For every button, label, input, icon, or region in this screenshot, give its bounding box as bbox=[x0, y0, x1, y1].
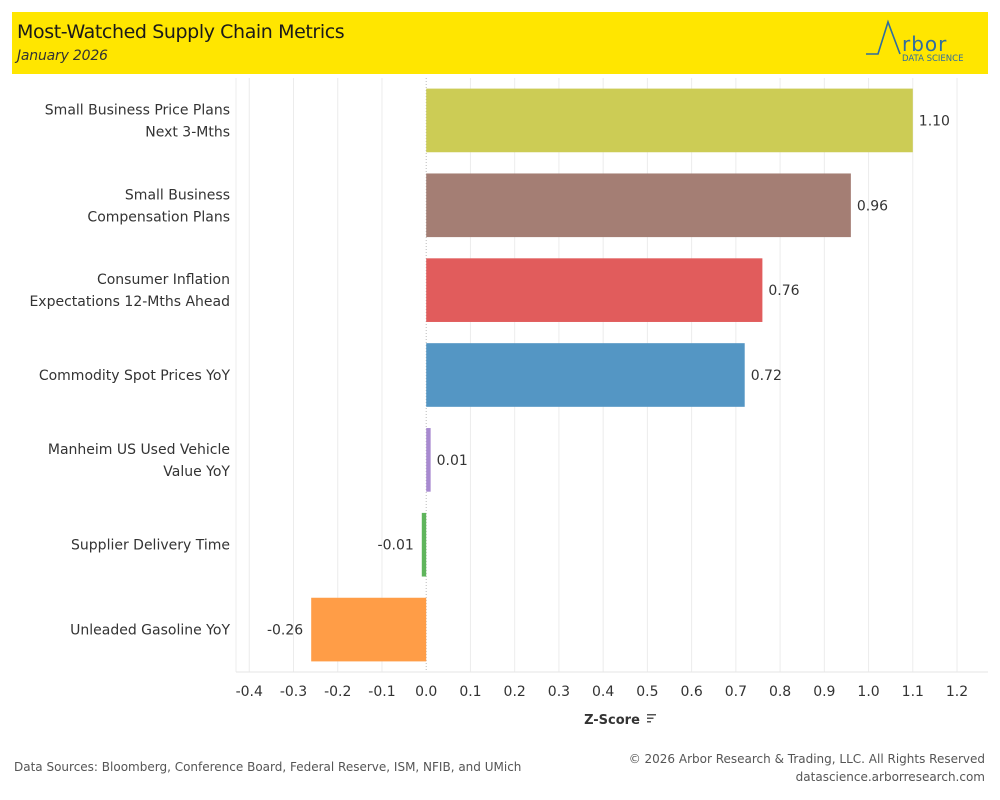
copyright: © 2026 Arbor Research & Trading, LLC. Al… bbox=[628, 752, 985, 766]
category-label: Small Business bbox=[125, 187, 230, 203]
bar[interactable] bbox=[426, 173, 851, 238]
arbor-logo: rbor DATA SCIENCE bbox=[864, 18, 974, 68]
bar[interactable] bbox=[426, 258, 763, 322]
category-labels: Small Business Price Plans Next 3-Mths Sma… bbox=[29, 102, 230, 638]
website-link[interactable]: datascience.arborresearch.com bbox=[795, 770, 985, 784]
arbor-a-peak-icon bbox=[866, 19, 901, 55]
data-label: 0.01 bbox=[437, 453, 468, 469]
category-label: Commodity Spot Prices YoY bbox=[39, 368, 231, 384]
x-tick-label: 0.8 bbox=[769, 684, 791, 700]
category-label: Expectations 12-Mths Ahead bbox=[29, 294, 230, 310]
bar[interactable] bbox=[421, 512, 427, 577]
category-label: Consumer Inflation bbox=[97, 272, 230, 288]
x-tick-label: 0.9 bbox=[813, 684, 835, 700]
category-label: Small Business Price Plans bbox=[45, 102, 230, 118]
data-sources: Data Sources: Bloomberg, Conference Boar… bbox=[14, 760, 522, 774]
footer-credits: © 2026 Arbor Research & Trading, LLC. Al… bbox=[629, 750, 985, 786]
data-label: 0.76 bbox=[768, 283, 799, 299]
data-labels: 1.10 0.96 0.76 0.72 0.01 -0.01 -0.26 bbox=[267, 113, 950, 638]
data-label: 0.96 bbox=[857, 198, 888, 214]
x-tick-label: 1.2 bbox=[946, 684, 968, 700]
data-label: 0.72 bbox=[751, 368, 782, 384]
x-tick-label: -0.4 bbox=[236, 684, 263, 700]
category-label: Manheim US Used Vehicle bbox=[48, 442, 230, 458]
x-axis-ticks: -0.4 -0.3 -0.2 -0.1 0.0 0.1 0.2 0.3 0.4 0.5 0.6 0.7… bbox=[236, 684, 969, 700]
x-axis-title: Z-Score bbox=[584, 713, 640, 728]
bar-chart: Small Business Price Plans Next 3-Mths Sma… bbox=[29, 78, 988, 728]
logo-tagline: DATA SCIENCE bbox=[902, 54, 964, 64]
category-label: Value YoY bbox=[163, 464, 230, 480]
category-label: Next 3-Mths bbox=[145, 124, 230, 140]
bar[interactable] bbox=[426, 343, 745, 407]
x-tick-label: -0.1 bbox=[368, 684, 395, 700]
header-banner: Most-Watched Supply Chain Metrics Januar… bbox=[12, 12, 988, 74]
category-label: Unleaded Gasoline YoY bbox=[70, 623, 230, 639]
x-tick-label: 0.5 bbox=[636, 684, 658, 700]
bar[interactable] bbox=[311, 597, 427, 662]
chart-title: Most-Watched Supply Chain Metrics bbox=[17, 21, 345, 43]
sort-descending-icon[interactable] bbox=[647, 714, 656, 723]
logo-wordmark: rbor bbox=[902, 32, 948, 56]
x-tick-label: 0.0 bbox=[415, 684, 437, 700]
x-tick-label: 0.1 bbox=[459, 684, 481, 700]
data-label: -0.01 bbox=[378, 538, 414, 554]
bar[interactable] bbox=[426, 428, 431, 492]
x-tick-label: 0.2 bbox=[504, 684, 526, 700]
data-label: 1.10 bbox=[919, 113, 950, 129]
data-label: -0.26 bbox=[267, 623, 303, 639]
category-label: Compensation Plans bbox=[87, 209, 230, 225]
x-tick-label: 0.7 bbox=[725, 684, 747, 700]
x-tick-label: -0.3 bbox=[280, 684, 307, 700]
x-tick-label: 1.1 bbox=[902, 684, 924, 700]
category-label: Supplier Delivery Time bbox=[71, 538, 230, 554]
bars bbox=[311, 88, 913, 662]
bar[interactable] bbox=[426, 88, 913, 153]
x-tick-label: 1.0 bbox=[857, 684, 879, 700]
x-tick-label: -0.2 bbox=[324, 684, 351, 700]
x-tick-label: 0.4 bbox=[592, 684, 614, 700]
x-tick-label: 0.3 bbox=[548, 684, 570, 700]
x-tick-label: 0.6 bbox=[680, 684, 702, 700]
chart-subtitle: January 2026 bbox=[17, 48, 108, 64]
